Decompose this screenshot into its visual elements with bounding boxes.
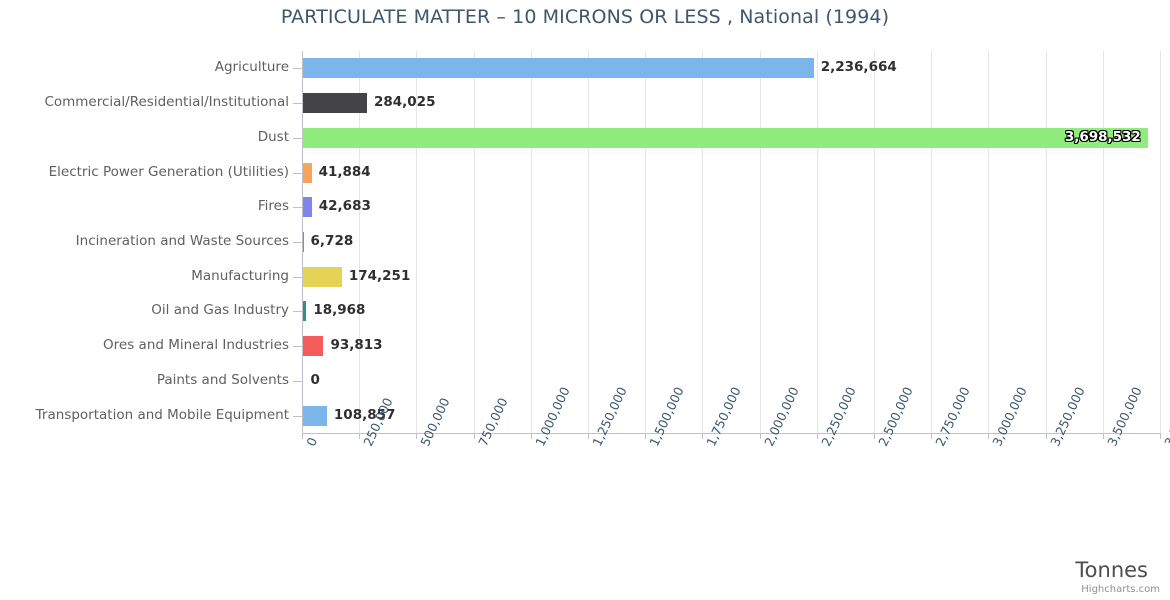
bar[interactable] — [302, 127, 1149, 148]
gridline — [359, 51, 361, 433]
highcharts-credit: Highcharts.com — [1081, 584, 1160, 595]
bar-row: 6,728 — [302, 225, 1160, 260]
plot-area: 2,236,664 284,025 3,698,532 41,884 42,683 6,7… — [302, 51, 1161, 433]
y-axis-tick — [293, 173, 302, 174]
bar-row: 108,857 — [302, 398, 1160, 433]
y-axis-line — [302, 51, 303, 433]
bar-value-label: 42,683 — [318, 198, 371, 215]
y-axis-tick — [293, 207, 302, 208]
category-label[interactable]: Commercial/Residential/Institutional — [44, 94, 289, 111]
bar[interactable] — [302, 405, 327, 426]
gridline — [1045, 51, 1047, 433]
bar[interactable] — [302, 162, 312, 183]
gridline — [931, 51, 933, 433]
bar-value-label: 284,025 — [373, 94, 436, 111]
bar-value-label: 6,728 — [310, 232, 354, 249]
gridline — [416, 51, 418, 433]
x-axis-tick — [645, 433, 647, 439]
x-axis-tick — [874, 433, 875, 439]
y-axis-tick — [293, 277, 302, 278]
bar-value-label: 18,968 — [313, 302, 366, 319]
bar-row: 174,251 — [302, 259, 1160, 294]
bar-row: 2,236,664 — [302, 51, 1160, 86]
category-label[interactable]: Transportation and Mobile Equipment — [35, 406, 289, 423]
x-axis-tick — [359, 433, 361, 439]
gridline — [988, 51, 990, 433]
category-label[interactable]: Dust — [257, 128, 289, 145]
gridline — [759, 51, 761, 433]
bar-row: 18,968 — [302, 294, 1160, 329]
bar-value-label: 93,813 — [330, 337, 383, 354]
x-axis-tick — [530, 433, 532, 439]
y-axis-tick — [293, 346, 302, 347]
bar-value-label: 3,698,532 — [1064, 128, 1141, 145]
x-axis-tick — [1102, 433, 1104, 439]
gridline — [1102, 51, 1104, 433]
bar-value-label: 174,251 — [348, 267, 411, 284]
x-axis-tick — [473, 433, 475, 439]
bar[interactable] — [302, 58, 814, 79]
gridline — [645, 51, 647, 433]
gridline — [874, 51, 875, 433]
bar-rows: 2,236,664 284,025 3,698,532 41,884 42,683 6,7… — [302, 51, 1160, 433]
category-label[interactable]: Fires — [257, 198, 289, 215]
gridline — [473, 51, 475, 433]
x-axis-tick-label: 0 — [303, 434, 321, 449]
bar[interactable] — [302, 197, 312, 218]
gridline — [816, 51, 818, 433]
bar-value-label: 41,884 — [318, 163, 371, 180]
bar-row: 3,698,532 — [302, 120, 1160, 155]
x-axis-tick — [1160, 433, 1161, 439]
category-label[interactable]: Agriculture — [214, 59, 289, 76]
category-label[interactable]: Paints and Solvents — [156, 371, 289, 388]
bar-value-label: 2,236,664 — [820, 59, 897, 76]
y-axis-tick — [293, 68, 302, 69]
bar-value-label: 0 — [310, 371, 320, 388]
x-axis-tick — [816, 433, 818, 439]
x-axis-line — [302, 433, 1160, 434]
x-axis-tick — [416, 433, 418, 439]
x-axis-tick — [588, 433, 589, 439]
x-axis-tick — [759, 433, 761, 439]
bar[interactable] — [302, 336, 324, 357]
gridline — [530, 51, 532, 433]
x-axis-tick — [1045, 433, 1047, 439]
gridline — [1160, 51, 1161, 433]
bar[interactable] — [302, 301, 307, 322]
bar[interactable] — [302, 93, 367, 114]
category-label[interactable]: Electric Power Generation (Utilities) — [48, 163, 289, 180]
bar-row: 42,683 — [302, 190, 1160, 225]
category-label[interactable]: Incineration and Waste Sources — [75, 233, 289, 249]
category-label[interactable]: Oil and Gas Industry — [151, 302, 289, 319]
gridline — [588, 51, 589, 433]
y-axis-tick — [293, 416, 302, 417]
x-axis-tick-label: 3,750,000 — [1161, 384, 1170, 449]
bar-row: 0 — [302, 364, 1160, 399]
y-axis-title: Tonnes — [1075, 558, 1148, 582]
y-axis-tick — [293, 103, 302, 104]
bar[interactable] — [302, 266, 342, 287]
bar-row: 284,025 — [302, 86, 1160, 121]
x-axis-tick — [302, 433, 303, 439]
y-axis-tick — [293, 381, 302, 382]
x-axis-tick — [702, 433, 704, 439]
y-axis-tick — [293, 242, 302, 243]
bar-value-label: 108,857 — [333, 406, 396, 423]
bar-row: 41,884 — [302, 155, 1160, 190]
x-axis-tick — [931, 433, 933, 439]
category-label[interactable]: Ores and Mineral Industries — [103, 337, 289, 354]
x-axis-tick — [988, 433, 990, 439]
category-label[interactable]: Manufacturing — [191, 267, 289, 284]
gridline — [702, 51, 704, 433]
chart-title: PARTICULATE MATTER – 10 MICRONS OR LESS … — [280, 6, 890, 28]
y-axis-tick — [293, 138, 302, 139]
bar-row: 93,813 — [302, 329, 1160, 364]
y-axis-tick — [293, 311, 302, 312]
